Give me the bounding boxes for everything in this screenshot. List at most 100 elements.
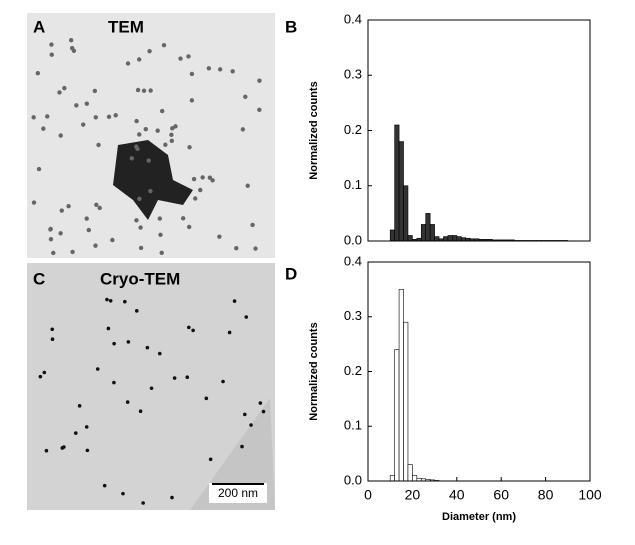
image-title: Cryo-TEM	[100, 269, 180, 288]
scale-box	[209, 483, 267, 503]
particle	[92, 88, 98, 94]
particle	[230, 69, 235, 74]
particle	[106, 326, 111, 331]
particle	[207, 175, 213, 180]
particle	[234, 245, 239, 251]
particle	[38, 374, 43, 379]
bar	[412, 475, 418, 482]
particle	[129, 156, 134, 161]
particle	[135, 87, 141, 93]
particle	[50, 327, 55, 332]
bar	[429, 224, 435, 242]
y-axis-label: Normalized counts	[308, 322, 320, 420]
particle	[138, 245, 144, 251]
particle	[249, 423, 253, 427]
particle	[137, 132, 142, 137]
particle	[185, 375, 190, 379]
particle	[157, 216, 163, 221]
particle	[138, 409, 143, 414]
particle	[245, 183, 250, 188]
particle	[159, 108, 165, 114]
y-tick-label: 0.3	[344, 67, 362, 82]
particle	[189, 71, 195, 77]
x-tick-label: 60	[493, 487, 509, 503]
particle	[159, 250, 164, 256]
particle	[200, 175, 205, 180]
particle	[191, 328, 195, 333]
y-tick-label: 0.1	[344, 418, 362, 433]
bar	[398, 289, 404, 482]
bar	[389, 229, 395, 242]
particle	[187, 325, 191, 330]
particle	[86, 227, 91, 233]
bar	[456, 236, 462, 242]
bar	[394, 124, 400, 242]
particle	[143, 126, 148, 132]
particle	[73, 431, 78, 435]
particle	[258, 401, 263, 405]
particle	[50, 337, 55, 342]
particle	[232, 299, 237, 303]
bar	[443, 236, 449, 242]
particle	[108, 298, 113, 303]
particle	[125, 400, 130, 404]
y-tick-label: 0.4	[344, 253, 362, 268]
scale-label: 200 nm	[218, 486, 258, 500]
particle	[208, 457, 213, 462]
particle	[48, 227, 53, 232]
particle	[84, 216, 89, 221]
panel-label: A	[33, 17, 45, 36]
particle	[31, 200, 37, 205]
particle	[44, 448, 49, 453]
particle	[206, 66, 212, 71]
particle	[62, 85, 67, 91]
particle	[96, 142, 101, 148]
x-tick-label: 0	[364, 487, 372, 503]
particle	[170, 126, 175, 131]
particle	[145, 345, 150, 350]
plot-frame	[367, 19, 591, 242]
bar	[403, 321, 409, 482]
particle	[134, 309, 139, 313]
particle	[77, 404, 82, 408]
particle	[198, 187, 203, 193]
particle	[155, 128, 160, 133]
particle	[97, 205, 102, 211]
y-tick-label: 0.2	[344, 122, 362, 137]
particle	[62, 445, 66, 449]
panel-label: D	[285, 264, 297, 283]
plot-frame	[367, 261, 591, 482]
particle	[49, 42, 54, 47]
particle	[257, 78, 262, 83]
y-tick-label: 0.3	[344, 308, 362, 323]
particle	[134, 218, 139, 223]
particle	[81, 122, 86, 127]
y-axis-label: Normalized counts	[308, 81, 320, 179]
particle	[95, 367, 100, 371]
particle	[51, 250, 56, 256]
particle	[148, 88, 153, 93]
particle	[110, 237, 115, 243]
particle	[158, 232, 163, 238]
particle	[137, 196, 142, 202]
particle	[49, 52, 54, 57]
particle	[66, 203, 71, 209]
particle	[70, 249, 75, 255]
particle	[125, 61, 131, 66]
bar	[389, 475, 395, 482]
particle	[134, 118, 139, 124]
particle	[186, 54, 191, 59]
particle	[240, 444, 244, 449]
particle	[126, 340, 131, 344]
particle	[121, 491, 125, 496]
y-tick-label: 0.2	[344, 363, 362, 378]
bar	[403, 185, 409, 242]
particle	[85, 448, 90, 453]
particle	[138, 225, 143, 230]
particle	[250, 222, 255, 228]
particle	[178, 56, 183, 61]
bar	[452, 235, 458, 242]
particle	[48, 236, 54, 242]
particle	[113, 113, 118, 118]
